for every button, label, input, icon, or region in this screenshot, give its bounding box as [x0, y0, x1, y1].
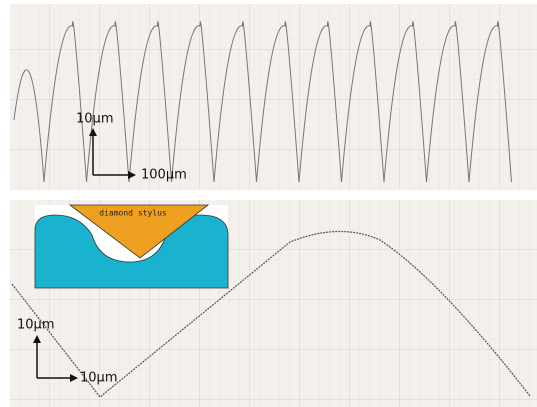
scale-label: 10μm [17, 318, 54, 333]
scale-label: 100μm [141, 168, 187, 183]
scale-label: 10μm [80, 371, 117, 386]
figure: diamond stylus 10μm 100μm 10μm 10μm [0, 0, 537, 407]
inset-label: diamond stylus [99, 209, 167, 218]
top-panel [10, 4, 537, 190]
inset: diamond stylus [35, 205, 228, 288]
scale-label: 10μm [76, 112, 113, 127]
page: diamond stylus 10μm 100μm 10μm 10μm (() … [0, 0, 537, 407]
